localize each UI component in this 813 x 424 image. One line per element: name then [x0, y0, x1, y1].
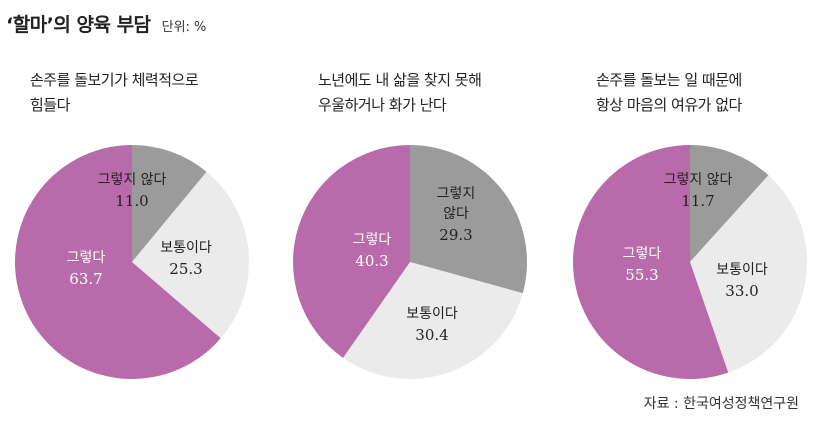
- question-line: 손주를 돌보기가 체력적으로: [30, 71, 199, 89]
- slice-value: 25.3: [169, 260, 202, 278]
- pie-slice: [132, 171, 249, 339]
- slice-label: 않다: [443, 206, 469, 222]
- pie-slice: [690, 175, 807, 373]
- chart-question: 노년에도 내 삶을 찾지 못해 우울하거나 화가 난다: [318, 68, 558, 118]
- pie-slice: [343, 262, 523, 379]
- pie-chart-1: 손주를 돌보기가 체력적으로 힘들다 그렇다 63.7 그렇지 않다 11.0 보통이다…: [0, 0, 260, 424]
- question-line: 힘들다: [30, 96, 70, 114]
- slice-label: 그렇지 않다: [664, 172, 733, 188]
- source-note: 자료 : 한국여성정책연구원: [643, 396, 799, 412]
- slice-label: 그렇다: [67, 250, 106, 266]
- slice-value: 55.3: [625, 266, 658, 284]
- slice-value: 29.3: [439, 226, 472, 244]
- question-line: 노년에도 내 삶을 찾지 못해: [318, 71, 482, 89]
- slice-label: 그렇지: [437, 186, 476, 202]
- slice-value: 11.7: [681, 192, 714, 210]
- slice-value: 11.0: [115, 192, 148, 210]
- slice-value: 30.4: [415, 326, 448, 344]
- chart-question: 손주를 돌보기가 체력적으로 힘들다: [30, 68, 270, 118]
- unit-label: 단위: %: [161, 20, 207, 35]
- slice-value: 63.7: [69, 270, 102, 288]
- slice-value: 40.3: [355, 252, 388, 270]
- slice-label: 보통이다: [406, 306, 458, 322]
- question-line: 손주를 돌보는 일 때문에: [596, 71, 742, 89]
- slice-label: 그렇다: [353, 232, 392, 248]
- pie-slice: [132, 145, 207, 262]
- slice-label: 그렇다: [623, 246, 662, 262]
- chart-title: ‘할마’의 양육 부담: [6, 14, 151, 36]
- pie-slice: [14, 145, 221, 380]
- slice-label: 그렇지 않다: [98, 172, 167, 188]
- pie-svg: 그렇다 63.7 그렇지 않다 11.0 보통이다 25.3: [14, 145, 249, 380]
- slice-value: 33.0: [725, 282, 758, 300]
- pie-svg: 그렇다 55.3 그렇지 않다 11.7 보통이다 33.0: [572, 145, 807, 379]
- question-line: 우울하거나 화가 난다: [318, 96, 447, 114]
- slice-label: 보통이다: [716, 262, 768, 278]
- pie-slice: [410, 145, 528, 294]
- pie-chart-3: 손주를 돌보는 일 때문에 항상 마음의 여유가 없다 그렇다 55.3 그렇지 않…: [548, 0, 808, 424]
- pie-slice: [690, 145, 769, 262]
- slice-label: 보통이다: [160, 240, 212, 256]
- pie-slice: [293, 145, 410, 358]
- pie-slice: [572, 145, 729, 379]
- title-row: ‘할마’의 양육 부담 단위: %: [6, 10, 206, 37]
- chart-question: 손주를 돌보는 일 때문에 항상 마음의 여유가 없다: [596, 68, 813, 118]
- question-line: 항상 마음의 여유가 없다: [596, 96, 742, 114]
